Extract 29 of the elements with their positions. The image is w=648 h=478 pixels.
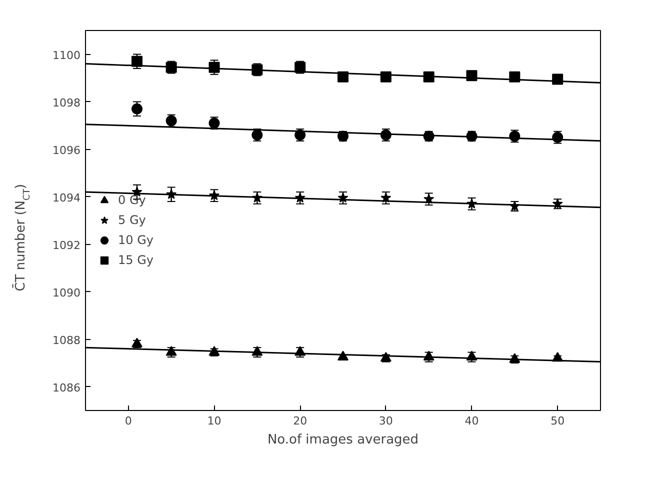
point (380, 352, 392, 362)
y-axis-title: C̄T number (NCT) (12, 184, 32, 292)
x-tick-label: 20 (293, 414, 308, 428)
legend-label: 5 Gy (118, 213, 146, 227)
point (338, 71, 348, 82)
y-tick-label: 1090 (52, 286, 81, 300)
y-tick-label: 1098 (52, 96, 81, 110)
point (380, 71, 392, 82)
point (423, 71, 434, 82)
point (509, 71, 520, 82)
y-tick-label: 1086 (52, 381, 81, 394)
x-axis-title: No.of images averaged (267, 432, 419, 448)
x-tick-label: 40 (464, 414, 479, 428)
x-tick-label: 50 (550, 414, 565, 428)
y-tick-label: 1092 (52, 238, 81, 252)
y-tick-label: 1088 (52, 334, 81, 347)
legend-label: 15 Gy (118, 253, 154, 267)
x-tick-label: 10 (207, 414, 222, 428)
point (552, 74, 564, 85)
legend-label: 10 Gy (118, 233, 154, 247)
y-tick-label: 1100 (52, 48, 81, 62)
legend-label: 0 Gy (118, 193, 146, 207)
x-tick-label: 30 (378, 414, 393, 428)
point (466, 70, 478, 82)
point (132, 103, 142, 114)
y-tick-label: 1096 (52, 144, 81, 157)
x-tick-label: 0 (124, 414, 132, 428)
point (338, 350, 348, 360)
y-tick-label: 1094 (52, 191, 81, 204)
